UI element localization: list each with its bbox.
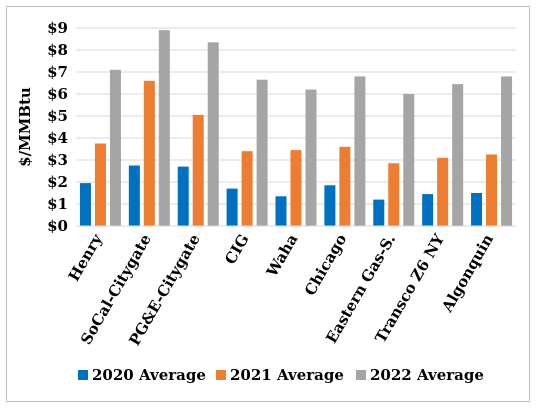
legend-label: 2022 Average xyxy=(370,366,484,384)
y-tick-label: $6 xyxy=(47,85,68,103)
bar-2022-average xyxy=(354,76,366,227)
x-tick-label: Algonquin xyxy=(438,231,498,316)
bar-2020-average xyxy=(275,196,287,226)
bar-2022-average xyxy=(501,76,513,227)
legend-swatch xyxy=(78,370,88,380)
bar-2022-average xyxy=(109,69,121,226)
bar-2021-average xyxy=(94,143,106,226)
bar-2020-average xyxy=(324,185,336,226)
y-tick-label: $5 xyxy=(47,107,68,125)
bar-2020-average xyxy=(177,166,189,226)
y-tick-label: $3 xyxy=(47,151,68,169)
bar-2020-average xyxy=(226,188,238,226)
bar-2022-average xyxy=(207,42,219,226)
y-tick-label: $0 xyxy=(47,217,68,235)
bar-2021-average xyxy=(241,151,253,226)
bar-2020-average xyxy=(422,194,434,226)
bar-2021-average xyxy=(290,150,302,226)
bar-2021-average xyxy=(339,146,351,226)
legend-label: 2021 Average xyxy=(230,366,344,384)
bar-2021-average xyxy=(192,114,204,226)
bar-2021-average xyxy=(388,163,400,226)
bar-2022-average xyxy=(158,30,170,227)
x-tick-label: Waha xyxy=(262,231,301,281)
y-tick-label: $4 xyxy=(47,129,68,147)
legend-swatch xyxy=(216,370,226,380)
x-tick-label: Henry xyxy=(65,230,107,284)
y-tick-label: $2 xyxy=(47,173,68,191)
bar-2020-average xyxy=(79,183,91,226)
bar-2022-average xyxy=(452,84,464,226)
bar-2021-average xyxy=(486,154,498,226)
y-tick-label: $7 xyxy=(47,63,68,81)
x-tick-label: CIG xyxy=(221,231,252,268)
bar-2021-average xyxy=(143,80,155,226)
y-tick-label: $8 xyxy=(47,41,68,59)
bar-2020-average xyxy=(471,193,483,226)
bar-2022-average xyxy=(305,89,317,226)
y-tick-label: $1 xyxy=(47,195,68,213)
bar-2022-average xyxy=(256,79,268,226)
bar-2020-average xyxy=(128,165,140,226)
x-tick-label: Chicago xyxy=(301,231,351,299)
y-axis-label: $/MMBtu xyxy=(16,87,34,167)
y-tick-label: $9 xyxy=(47,19,68,37)
bar-2021-average xyxy=(437,157,449,226)
bar-2022-average xyxy=(403,94,415,226)
bar-2020-average xyxy=(373,199,385,226)
legend-swatch xyxy=(356,370,366,380)
legend-label: 2020 Average xyxy=(92,366,206,384)
